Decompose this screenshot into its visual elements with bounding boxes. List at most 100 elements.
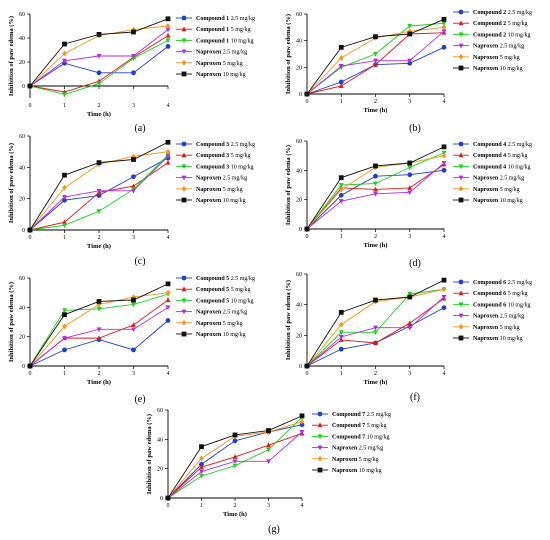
chart-panel-1: 0 20 40 60 0 1 2 3 4 Time (h) Inhibition of paw ed… xyxy=(8,12,255,134)
data-point xyxy=(131,302,136,308)
data-point xyxy=(62,312,67,318)
series-6 xyxy=(27,16,171,89)
data-point xyxy=(338,64,344,69)
legend-item: Naproxen 2.5 mg/kg xyxy=(453,313,524,320)
data-point xyxy=(338,44,344,50)
y-tick-label: 0 xyxy=(299,227,302,233)
legend-item: Naproxen 5 mg/kg xyxy=(453,186,520,193)
data-point xyxy=(373,330,378,336)
data-point xyxy=(165,495,171,501)
legend-marker xyxy=(317,411,323,417)
legend-item: Naproxen 5 mg/kg xyxy=(176,320,243,327)
legend-label: Naproxen 5 mg/kg xyxy=(473,55,520,61)
data-point xyxy=(338,192,344,198)
data-point xyxy=(304,363,310,369)
legend-item: Compound 2 5 mg/kg xyxy=(453,20,528,27)
y-axis-title: Inhibition of paw edema (%) xyxy=(285,145,292,225)
data-point xyxy=(407,28,413,35)
x-axis-title: Time (h) xyxy=(87,243,111,250)
x-tick-label: 3 xyxy=(132,371,135,377)
x-tick-label: 1 xyxy=(340,99,343,105)
legend-label: Naproxen 5 mg/kg xyxy=(332,457,379,463)
series-4 xyxy=(304,161,447,232)
legend-marker xyxy=(458,9,464,15)
legend-label: Naproxen 10 mg/kg xyxy=(473,66,523,72)
data-point xyxy=(131,327,136,333)
x-axis-title: Time (h) xyxy=(87,111,111,118)
data-point xyxy=(62,197,67,203)
data-point xyxy=(27,83,33,89)
data-point xyxy=(96,54,102,59)
data-point xyxy=(441,16,447,22)
legend-label: Naproxen 5 mg/kg xyxy=(196,187,243,193)
data-point xyxy=(165,38,171,44)
data-point xyxy=(131,188,136,194)
x-tick-label: 1 xyxy=(340,371,343,377)
legend-label: Compound 7 5 mg/kg xyxy=(332,423,387,429)
x-tick-label: 1 xyxy=(340,234,343,240)
legend-item: Compound 3 10 mg/kg xyxy=(176,164,254,170)
data-point xyxy=(96,160,102,166)
data-point xyxy=(373,340,378,345)
y-tick-label: 60 xyxy=(19,134,25,140)
data-point xyxy=(299,430,305,435)
legend-item: Compound 7 2.5 mg/kg xyxy=(312,411,391,418)
x-tick-label: 3 xyxy=(408,371,411,377)
legend-item: Compound 6 5 mg/kg xyxy=(453,290,528,297)
legend-label: Naproxen 5 mg/kg xyxy=(196,61,243,67)
data-point xyxy=(96,299,102,304)
data-point xyxy=(299,422,305,428)
legend-label: Naproxen 2.5 mg/kg xyxy=(473,44,524,50)
legend-marker xyxy=(458,335,464,341)
data-point xyxy=(96,335,102,341)
data-point xyxy=(373,325,378,331)
data-point xyxy=(165,159,171,165)
data-point xyxy=(304,91,310,97)
legend-label: Compound 2 5 mg/kg xyxy=(473,21,528,27)
legend-marker xyxy=(458,65,464,71)
legend-label: Compound 7 2.5 mg/kg xyxy=(332,412,391,418)
legend-label: Compound 4 2.5 mg/kg xyxy=(473,142,532,148)
y-tick-label: 20 xyxy=(19,197,25,203)
data-point xyxy=(96,70,102,76)
legend-item: Compound 2 2.5 mg/kg xyxy=(453,9,532,16)
legend-marker xyxy=(458,290,464,296)
legend-label: Compound 4 5 mg/kg xyxy=(473,153,528,159)
x-tick-label: 1 xyxy=(63,371,66,377)
data-point xyxy=(131,347,136,353)
legend-marker xyxy=(181,49,187,55)
data-point xyxy=(131,70,136,76)
legend-marker xyxy=(458,302,464,308)
data-point xyxy=(338,55,344,61)
legend-label: Compound 7 10 mg/kg xyxy=(332,434,390,440)
x-axis-title: Time (h) xyxy=(364,107,388,114)
legend-label: Compound 6 10 mg/kg xyxy=(473,302,531,308)
y-tick-label: 20 xyxy=(19,335,25,341)
data-point xyxy=(441,29,447,35)
y-tick-label: 20 xyxy=(19,60,25,66)
legend-marker xyxy=(181,38,187,44)
data-point xyxy=(338,321,344,328)
legend-item: Compound 1 5 mg/kg xyxy=(176,26,251,33)
data-point xyxy=(441,44,447,50)
legend: Compound 6 2.5 mg/kg Compound 6 5 mg/kg Co… xyxy=(453,279,532,342)
data-point xyxy=(62,219,67,225)
series-line xyxy=(306,307,445,367)
legend-marker xyxy=(458,164,464,170)
data-point xyxy=(373,173,378,179)
data-point xyxy=(165,23,171,29)
panel-label: (g) xyxy=(268,524,280,535)
series-6 xyxy=(165,413,305,501)
legend-marker xyxy=(181,60,187,66)
data-point xyxy=(199,444,204,450)
legend-label: Naproxen 2.5 mg/kg xyxy=(473,314,524,320)
x-tick-label: 0 xyxy=(306,371,309,377)
x-tick-label: 0 xyxy=(167,503,170,509)
data-point xyxy=(199,461,204,467)
data-point xyxy=(373,297,378,303)
data-point xyxy=(62,50,67,57)
data-point xyxy=(407,190,413,196)
legend-marker xyxy=(181,15,187,21)
legend-label: Naproxen 10 mg/kg xyxy=(196,72,246,78)
y-axis-title: Inhibition of paw edema (%) xyxy=(285,280,292,360)
